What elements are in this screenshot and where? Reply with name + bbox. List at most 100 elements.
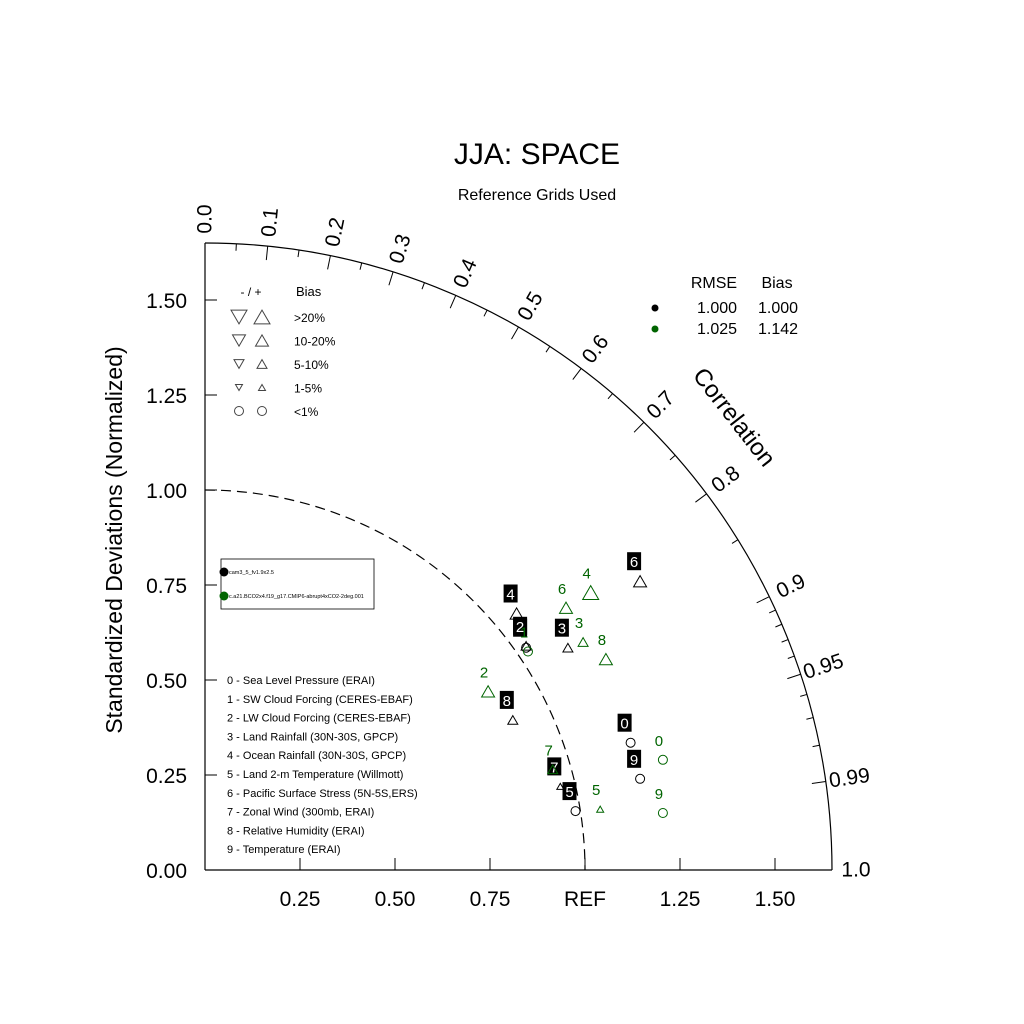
- correlation-tick: [633, 421, 645, 433]
- correlation-minor-tick: [812, 744, 820, 748]
- correlation-minor-tick: [768, 609, 776, 614]
- data-label: 6: [630, 554, 638, 571]
- summary-dot: [651, 325, 659, 333]
- data-marker: [546, 763, 559, 775]
- correlation-minor-tick: [297, 250, 300, 258]
- data-label-box: [499, 690, 514, 709]
- variable-legend-item: 2 - LW Cloud Forcing (CERES-EBAF): [227, 713, 411, 725]
- correlation-minor-tick: [781, 639, 789, 643]
- data-label-box: [554, 618, 569, 637]
- data-label: 4: [583, 566, 591, 583]
- model-legend-name: cam3_5_fv1.9x2.5: [229, 570, 274, 576]
- data-marker: [570, 806, 581, 817]
- data-label: 5: [565, 784, 573, 801]
- data-label-box: [617, 713, 632, 732]
- bias-legend-label: 10-20%: [294, 335, 336, 349]
- data-label: 8: [503, 693, 511, 710]
- y-tick-label: 1.00: [146, 480, 187, 503]
- data-marker: [657, 754, 668, 765]
- data-label: 4: [506, 587, 514, 604]
- data-label: 7: [545, 742, 553, 759]
- data-marker: [577, 636, 589, 647]
- data-marker: [480, 684, 496, 698]
- y-axis-label: Standardized Deviations (Normalized): [101, 346, 127, 733]
- data-marker: [558, 601, 574, 614]
- summary-rmse-value: 1.000: [697, 300, 737, 317]
- variable-legend-item: 1 - SW Cloud Forcing (CERES-EBAF): [227, 694, 413, 706]
- data-marker: [509, 606, 524, 620]
- correlation-tick-label: 1.0: [841, 859, 870, 882]
- bias-legend-marker-positive: [257, 383, 267, 392]
- bias-legend-header: Bias: [296, 284, 322, 299]
- bias-legend-marker-negative: [233, 359, 245, 370]
- correlation-tick: [787, 673, 801, 680]
- bias-legend-label: >20%: [294, 311, 325, 325]
- chart-subtitle: Reference Grids Used: [458, 187, 616, 204]
- x-tick-label: 0.75: [470, 888, 511, 911]
- correlation-minor-tick: [359, 262, 363, 270]
- correlation-tick: [811, 781, 826, 785]
- correlation-tick: [695, 493, 707, 503]
- correlation-tick: [756, 596, 770, 604]
- y-tick-label: 0.50: [146, 670, 187, 693]
- x-tick-label: 1.25: [660, 888, 701, 911]
- data-label-box: [513, 616, 528, 635]
- summary-rmse-header: RMSE: [691, 275, 737, 292]
- correlation-tick: [572, 368, 582, 380]
- model-legend-dot: [219, 567, 229, 577]
- variable-legend-item: 7 - Zonal Wind (300mb, ERAI): [227, 807, 374, 819]
- correlation-tick: [449, 295, 457, 309]
- correlation-minor-tick: [607, 393, 613, 400]
- data-label: 8: [598, 632, 606, 649]
- correlation-minor-tick: [787, 655, 795, 659]
- ref-label: REF: [564, 888, 606, 911]
- bias-legend-marker-positive: [253, 309, 271, 325]
- data-label-box: [562, 782, 577, 801]
- y-tick-label: 1.50: [146, 290, 187, 313]
- model-legend: cam3_5_fv1.9x2.5 c.a21.BCO2x4.f19_g17.CMI…: [219, 558, 375, 610]
- data-label: 2: [516, 619, 524, 636]
- data-label: 0: [620, 716, 628, 733]
- data-label: 5: [592, 782, 600, 799]
- x-tick-label: 0.25: [280, 888, 321, 911]
- bias-legend-label: 5-10%: [294, 358, 329, 372]
- variable-legend: 0 - Sea Level Pressure (ERAI) 1 - SW Clou…: [227, 675, 418, 856]
- summary-dot: [651, 304, 659, 312]
- summary-bias-value: 1.142: [758, 321, 798, 338]
- correlation-tick-label: 0.99: [828, 764, 872, 793]
- data-label: 6: [558, 581, 566, 598]
- data-marker: [632, 574, 648, 588]
- y-tick-label: 0.75: [146, 575, 187, 598]
- data-marker: [581, 584, 600, 601]
- model-legend-box: [220, 558, 375, 610]
- data-label: 9: [655, 786, 663, 803]
- model-legend-name: c.a21.BCO2x4.f19_g17.CMIP6-abrupt4xCO2-2…: [229, 594, 364, 600]
- variable-legend-item: 5 - Land 2-m Temperature (Willmott): [227, 769, 403, 781]
- data-label-box: [627, 749, 642, 768]
- bias-legend: - / + Bias >20% 10-20% 5-10% 1-5% <1%: [230, 284, 336, 419]
- outer-arc: [204, 242, 833, 871]
- reference-arc: [204, 489, 586, 871]
- summary-table: RMSE Bias 1.000 1.000 1.025 1.142: [651, 275, 798, 338]
- data-label-box: [503, 584, 518, 603]
- chart-title: JJA: SPACE: [454, 138, 620, 171]
- bias-legend-marker-negative: [234, 383, 244, 392]
- y-tick-label: 0.00: [146, 860, 187, 883]
- correlation-tick: [511, 326, 519, 340]
- data-marker: [635, 773, 646, 784]
- data-label-box: [547, 757, 562, 776]
- variable-legend-item: 0 - Sea Level Pressure (ERAI): [227, 675, 375, 687]
- correlation-tick: [327, 255, 331, 270]
- summary-bias-value: 1.000: [758, 300, 798, 317]
- correlation-minor-tick: [775, 623, 783, 628]
- data-label: 3: [575, 615, 583, 632]
- model-legend-dot: [219, 591, 229, 601]
- data-marker: [506, 714, 519, 725]
- correlation-tick: [388, 271, 394, 286]
- bias-legend-label: 1-5%: [294, 382, 322, 396]
- x-tick-label: 0.50: [375, 888, 416, 911]
- correlation-tick-label: 0.1: [257, 207, 283, 238]
- correlation-minor-tick: [669, 454, 676, 461]
- summary-rmse-value: 1.025: [697, 321, 737, 338]
